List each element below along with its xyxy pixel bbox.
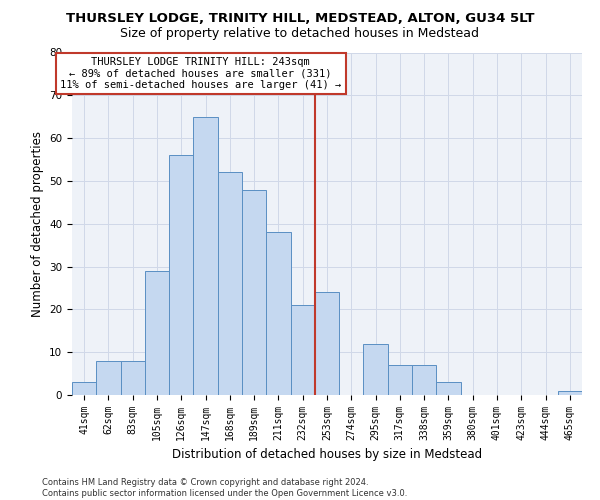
Text: THURSLEY LODGE TRINITY HILL: 243sqm
← 89% of detached houses are smaller (331)
1: THURSLEY LODGE TRINITY HILL: 243sqm ← 89… (60, 57, 341, 90)
X-axis label: Distribution of detached houses by size in Medstead: Distribution of detached houses by size … (172, 448, 482, 462)
Bar (145, 271, 169, 395)
Bar (290, 305, 315, 395)
Bar (121, 361, 145, 395)
Bar (364, 344, 388, 395)
Bar (169, 155, 193, 395)
Bar (558, 390, 582, 395)
Bar (388, 365, 412, 395)
Bar (72, 382, 96, 395)
Bar (315, 292, 339, 395)
Bar (96, 361, 121, 395)
Text: Contains HM Land Registry data © Crown copyright and database right 2024.
Contai: Contains HM Land Registry data © Crown c… (42, 478, 407, 498)
Bar (242, 190, 266, 395)
Bar (436, 382, 461, 395)
Bar (266, 232, 290, 395)
Text: THURSLEY LODGE, TRINITY HILL, MEDSTEAD, ALTON, GU34 5LT: THURSLEY LODGE, TRINITY HILL, MEDSTEAD, … (66, 12, 534, 26)
Bar (412, 365, 436, 395)
Bar (218, 172, 242, 395)
Text: Size of property relative to detached houses in Medstead: Size of property relative to detached ho… (121, 28, 479, 40)
Bar (193, 116, 218, 395)
Y-axis label: Number of detached properties: Number of detached properties (31, 130, 44, 317)
